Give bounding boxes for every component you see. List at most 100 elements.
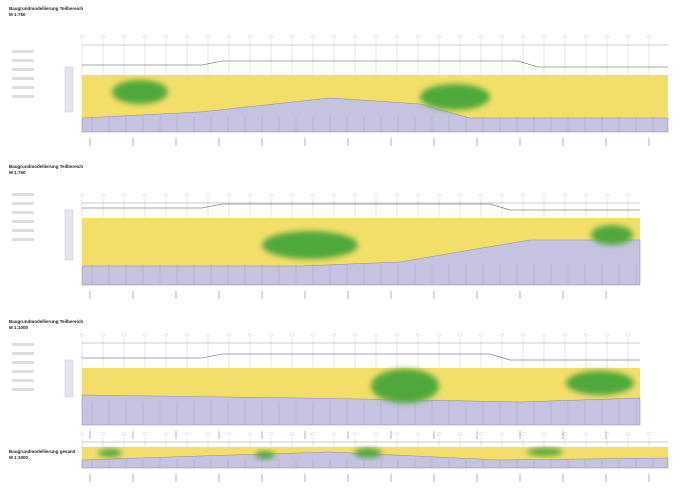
station-marker	[417, 194, 420, 197]
station-marker	[438, 194, 441, 197]
drawing-sheet: Baugrundmodellierung TeilbereichM 1:750 B…	[0, 0, 681, 491]
water-zone	[527, 448, 563, 456]
station-marker	[522, 194, 525, 197]
station-marker	[207, 194, 210, 197]
legend-item	[12, 220, 34, 223]
station-marker	[396, 36, 399, 39]
legend-item	[12, 211, 34, 214]
legend-item	[12, 50, 34, 53]
station-marker	[123, 433, 126, 436]
station-marker	[438, 433, 441, 436]
legend-item	[12, 68, 34, 71]
station-marker	[312, 36, 315, 39]
station-marker	[102, 194, 105, 197]
station-marker	[354, 194, 357, 197]
station-marker	[165, 194, 168, 197]
section-panel: Baugrundmodellierung gesamtM 1:1000	[9, 433, 668, 483]
station-marker	[354, 433, 357, 436]
station-marker	[543, 36, 546, 39]
station-marker	[228, 194, 231, 197]
station-marker	[375, 334, 378, 337]
station-marker	[207, 36, 210, 39]
station-marker	[312, 334, 315, 337]
station-marker	[501, 194, 504, 197]
station-marker	[186, 194, 189, 197]
station-marker	[291, 194, 294, 197]
station-marker	[564, 334, 567, 337]
station-marker	[249, 334, 252, 337]
station-marker	[480, 334, 483, 337]
water-zone	[98, 449, 122, 457]
station-marker	[165, 433, 168, 436]
station-marker	[375, 36, 378, 39]
station-marker	[228, 334, 231, 337]
station-marker	[333, 334, 336, 337]
station-marker	[81, 36, 84, 39]
legend-item	[12, 343, 34, 346]
station-marker	[123, 194, 126, 197]
station-marker	[396, 433, 399, 436]
station-marker	[249, 36, 252, 39]
station-marker	[102, 334, 105, 337]
panel-scale: M 1:1000	[9, 455, 29, 460]
panel-title: Baugrundmodellierung gesamt	[9, 449, 76, 454]
station-marker	[627, 433, 630, 436]
station-marker	[564, 433, 567, 436]
station-marker	[144, 36, 147, 39]
panel-title: Baugrundmodellierung Teilbereich	[9, 319, 83, 324]
legend-item	[12, 238, 34, 241]
station-marker	[102, 433, 105, 436]
station-marker	[585, 36, 588, 39]
station-marker	[291, 433, 294, 436]
station-marker	[522, 334, 525, 337]
station-marker	[522, 36, 525, 39]
station-marker	[144, 334, 147, 337]
station-marker	[123, 36, 126, 39]
station-marker	[648, 433, 651, 436]
station-marker	[291, 36, 294, 39]
station-marker	[543, 433, 546, 436]
station-marker	[480, 433, 483, 436]
water-zone	[255, 451, 275, 459]
station-marker	[186, 433, 189, 436]
water-zone	[354, 448, 382, 458]
station-marker	[123, 334, 126, 337]
station-marker	[606, 36, 609, 39]
legend-item	[12, 86, 34, 89]
panel-title: Baugrundmodellierung Teilbereich	[9, 164, 83, 169]
water-zone	[371, 369, 439, 403]
structure-outline	[82, 204, 640, 210]
station-marker	[627, 334, 630, 337]
station-marker	[606, 334, 609, 337]
legend-item	[12, 59, 34, 62]
panel-scale: M 1:1000	[9, 325, 29, 330]
station-marker	[207, 334, 210, 337]
legend-scale	[65, 210, 73, 260]
station-marker	[480, 194, 483, 197]
station-marker	[585, 334, 588, 337]
station-marker	[585, 194, 588, 197]
water-zone	[566, 371, 634, 395]
legend-item	[12, 361, 34, 364]
station-marker	[375, 194, 378, 197]
station-marker	[186, 36, 189, 39]
station-marker	[438, 334, 441, 337]
legend-item	[12, 388, 34, 391]
station-marker	[459, 194, 462, 197]
station-marker	[396, 194, 399, 197]
station-marker	[165, 334, 168, 337]
legend-item	[12, 202, 34, 205]
legend-item	[12, 370, 34, 373]
station-marker	[375, 433, 378, 436]
station-marker	[501, 433, 504, 436]
station-marker	[270, 194, 273, 197]
station-marker	[186, 334, 189, 337]
structure-outline	[82, 61, 668, 67]
station-marker	[249, 194, 252, 197]
station-marker	[81, 194, 84, 197]
legend-scale	[65, 67, 73, 112]
legend-scale	[65, 360, 73, 397]
station-marker	[522, 433, 525, 436]
station-marker	[354, 36, 357, 39]
